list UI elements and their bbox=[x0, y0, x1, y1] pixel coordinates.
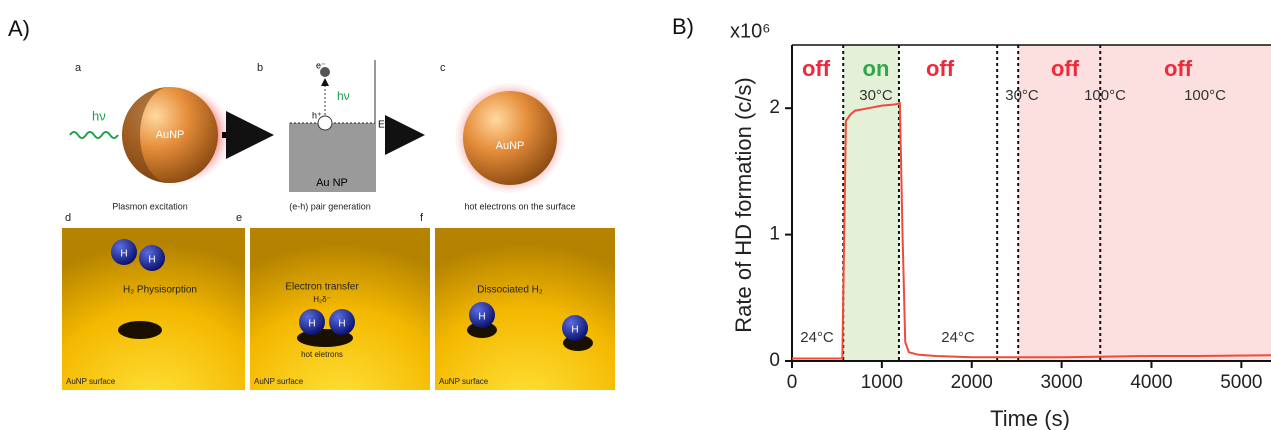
atom-label: H bbox=[478, 312, 485, 323]
annotation: 30°C bbox=[859, 87, 893, 104]
caption: hot electrons on the surface bbox=[464, 201, 575, 211]
scene-panel bbox=[435, 228, 615, 390]
scene-panel bbox=[250, 228, 430, 390]
hole-label: h⁺ bbox=[312, 110, 322, 120]
atom-label: H bbox=[338, 319, 345, 330]
panel-text: Electron transfer bbox=[285, 282, 359, 293]
scale-label: x10⁶ bbox=[730, 20, 770, 42]
atom-label: H bbox=[571, 325, 578, 336]
x-tick-label: 1000 bbox=[861, 372, 903, 393]
y-tick-label: 1 bbox=[769, 224, 780, 245]
panel-text: hot eletrons bbox=[301, 350, 343, 359]
panel-label: A) bbox=[8, 16, 30, 41]
x-axis-label: Time (s) bbox=[990, 406, 1070, 430]
fermi-label: Ef bbox=[378, 120, 388, 131]
photon-label: hν bbox=[337, 89, 350, 103]
particle-label: AuNP bbox=[156, 129, 185, 141]
particle-label: AuNP bbox=[496, 140, 525, 152]
annotation: 30°C bbox=[1005, 87, 1039, 104]
y-axis-label: Rate of HD formation (c/s) bbox=[731, 77, 756, 333]
sub-label: c bbox=[440, 62, 446, 74]
surface-label: AuNP surface bbox=[439, 377, 489, 386]
x-tick-label: 3000 bbox=[1040, 372, 1082, 393]
annotation: off bbox=[802, 56, 831, 81]
annotation: 100°C bbox=[1084, 87, 1126, 104]
annotation: off bbox=[1051, 56, 1080, 81]
atom-label: H bbox=[120, 249, 127, 260]
panel-text: H₂ Physisorption bbox=[123, 285, 197, 296]
annotation: off bbox=[926, 56, 955, 81]
x-tick-label: 0 bbox=[787, 372, 798, 393]
surface-label: AuNP surface bbox=[254, 377, 304, 386]
x-tick-label: 5000 bbox=[1220, 372, 1262, 393]
sub-label: b bbox=[257, 62, 263, 74]
shadow bbox=[118, 321, 162, 339]
annotation: 100°C bbox=[1184, 87, 1226, 104]
nanoparticle bbox=[463, 91, 557, 185]
y-tick-label: 0 bbox=[769, 350, 780, 371]
x-tick-label: 4000 bbox=[1130, 372, 1172, 393]
panel-text: H₂δ⁻ bbox=[313, 295, 331, 304]
shaded-region bbox=[1018, 45, 1271, 361]
y-tick-label: 2 bbox=[769, 97, 780, 118]
caption: Plasmon excitation bbox=[112, 201, 188, 211]
panel-text: Dissociated H₂ bbox=[477, 285, 543, 296]
photon-wave bbox=[70, 132, 118, 138]
annotation: off bbox=[1164, 56, 1193, 81]
x-tick-label: 2000 bbox=[951, 372, 993, 393]
panel-label: B) bbox=[672, 14, 694, 39]
annotation: 24°C bbox=[941, 329, 975, 346]
sub-label: d bbox=[65, 212, 71, 224]
sub-label: f bbox=[420, 212, 424, 224]
band-label: Au NP bbox=[316, 177, 348, 189]
atom-label: H bbox=[148, 255, 155, 266]
atom-label: H bbox=[308, 319, 315, 330]
annotation: 24°C bbox=[800, 329, 834, 346]
figure: A) a b c hν AuNP Plasmon excitation e⁻ h… bbox=[0, 0, 1271, 430]
photon-label: hν bbox=[92, 108, 106, 123]
electron-label: e⁻ bbox=[316, 60, 326, 70]
annotation: on bbox=[863, 56, 890, 81]
sub-label: a bbox=[75, 62, 82, 74]
surface-label: AuNP surface bbox=[66, 377, 116, 386]
caption: (e-h) pair generation bbox=[289, 201, 371, 211]
sub-label: e bbox=[236, 212, 242, 224]
